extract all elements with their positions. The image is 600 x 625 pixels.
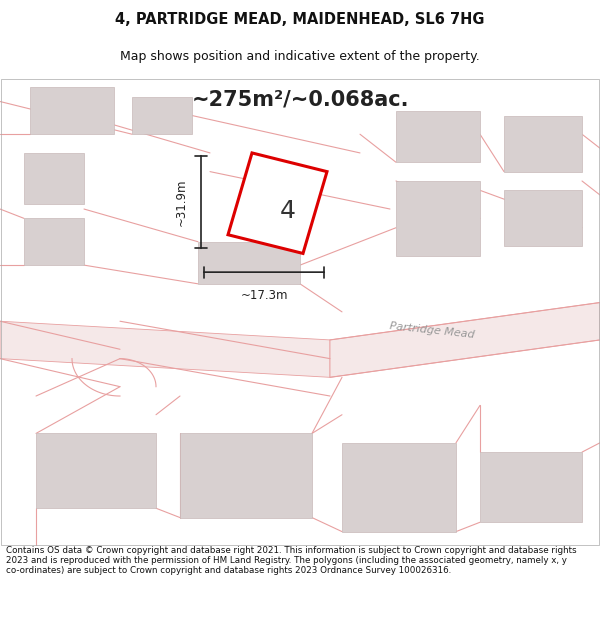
Polygon shape (480, 452, 582, 522)
Polygon shape (132, 97, 192, 134)
Polygon shape (228, 153, 327, 254)
Text: Partridge Mead: Partridge Mead (389, 321, 475, 340)
Text: ~31.9m: ~31.9m (175, 178, 188, 226)
Polygon shape (330, 302, 600, 378)
Polygon shape (24, 218, 84, 265)
Polygon shape (342, 442, 456, 532)
Polygon shape (396, 181, 480, 256)
Polygon shape (198, 242, 300, 284)
Polygon shape (30, 88, 114, 134)
Polygon shape (504, 116, 582, 172)
Polygon shape (180, 433, 312, 518)
Text: ~275m²/~0.068ac.: ~275m²/~0.068ac. (191, 90, 409, 110)
Polygon shape (36, 433, 156, 508)
Text: 4: 4 (280, 199, 296, 223)
Polygon shape (504, 191, 582, 246)
Text: Contains OS data © Crown copyright and database right 2021. This information is : Contains OS data © Crown copyright and d… (6, 546, 577, 576)
Text: 4, PARTRIDGE MEAD, MAIDENHEAD, SL6 7HG: 4, PARTRIDGE MEAD, MAIDENHEAD, SL6 7HG (115, 12, 485, 27)
Polygon shape (0, 321, 330, 378)
Text: ~17.3m: ~17.3m (240, 289, 288, 301)
Polygon shape (396, 111, 480, 162)
Text: Map shows position and indicative extent of the property.: Map shows position and indicative extent… (120, 50, 480, 62)
Polygon shape (24, 153, 84, 204)
